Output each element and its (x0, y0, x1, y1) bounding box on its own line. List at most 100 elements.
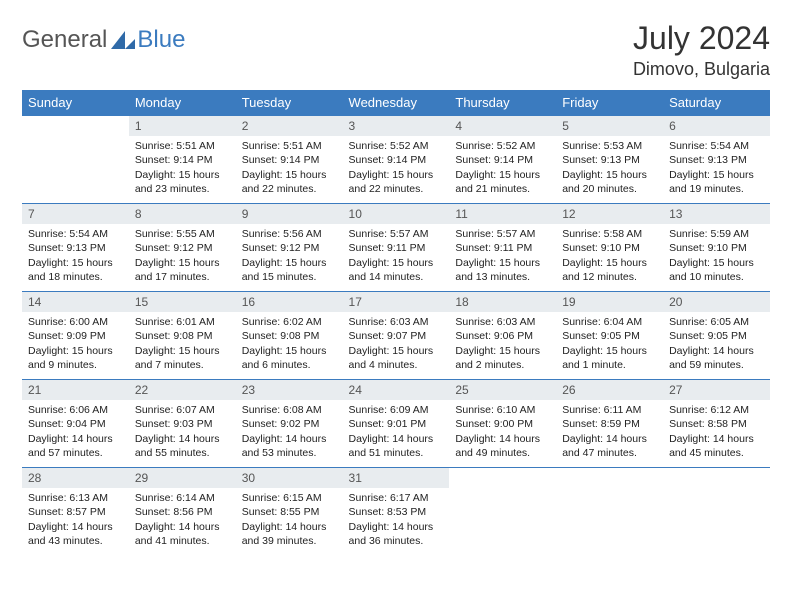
day-cell (556, 468, 663, 556)
brand-logo: General Blue (22, 20, 185, 54)
day-cell: 28Sunrise: 6:13 AMSunset: 8:57 PMDayligh… (22, 468, 129, 556)
daylight-text: Daylight: 15 hours and 22 minutes. (349, 168, 444, 196)
day-details: Sunrise: 6:03 AMSunset: 9:07 PMDaylight:… (343, 312, 450, 376)
day-number: 18 (449, 292, 556, 312)
day-cell: 19Sunrise: 6:04 AMSunset: 9:05 PMDayligh… (556, 292, 663, 380)
day-details: Sunrise: 5:55 AMSunset: 9:12 PMDaylight:… (129, 224, 236, 288)
sunrise-text: Sunrise: 6:07 AM (135, 403, 230, 417)
day-details: Sunrise: 5:52 AMSunset: 9:14 PMDaylight:… (343, 136, 450, 200)
day-number: 9 (236, 204, 343, 224)
sunrise-text: Sunrise: 6:12 AM (669, 403, 764, 417)
day-details: Sunrise: 5:57 AMSunset: 9:11 PMDaylight:… (343, 224, 450, 288)
day-cell: 17Sunrise: 6:03 AMSunset: 9:07 PMDayligh… (343, 292, 450, 380)
weekday-thursday: Thursday (449, 90, 556, 116)
day-details: Sunrise: 6:07 AMSunset: 9:03 PMDaylight:… (129, 400, 236, 464)
sunset-text: Sunset: 9:05 PM (562, 329, 657, 343)
sunset-text: Sunset: 8:55 PM (242, 505, 337, 519)
sunset-text: Sunset: 8:57 PM (28, 505, 123, 519)
day-cell: 7Sunrise: 5:54 AMSunset: 9:13 PMDaylight… (22, 204, 129, 292)
sunset-text: Sunset: 9:14 PM (135, 153, 230, 167)
day-cell: 9Sunrise: 5:56 AMSunset: 9:12 PMDaylight… (236, 204, 343, 292)
daylight-text: Daylight: 14 hours and 49 minutes. (455, 432, 550, 460)
day-number: 1 (129, 116, 236, 136)
sunset-text: Sunset: 9:02 PM (242, 417, 337, 431)
day-details: Sunrise: 6:15 AMSunset: 8:55 PMDaylight:… (236, 488, 343, 552)
sunrise-text: Sunrise: 6:10 AM (455, 403, 550, 417)
day-details: Sunrise: 6:10 AMSunset: 9:00 PMDaylight:… (449, 400, 556, 464)
sunset-text: Sunset: 9:12 PM (135, 241, 230, 255)
weekday-wednesday: Wednesday (343, 90, 450, 116)
day-details: Sunrise: 5:52 AMSunset: 9:14 PMDaylight:… (449, 136, 556, 200)
sunrise-text: Sunrise: 6:06 AM (28, 403, 123, 417)
daylight-text: Daylight: 15 hours and 10 minutes. (669, 256, 764, 284)
day-details: Sunrise: 6:05 AMSunset: 9:05 PMDaylight:… (663, 312, 770, 376)
daylight-text: Daylight: 15 hours and 14 minutes. (349, 256, 444, 284)
brand-triangle-icon (111, 31, 135, 49)
day-cell: 1Sunrise: 5:51 AMSunset: 9:14 PMDaylight… (129, 116, 236, 204)
sunrise-text: Sunrise: 5:53 AM (562, 139, 657, 153)
day-details: Sunrise: 6:01 AMSunset: 9:08 PMDaylight:… (129, 312, 236, 376)
day-cell: 2Sunrise: 5:51 AMSunset: 9:14 PMDaylight… (236, 116, 343, 204)
day-number: 24 (343, 380, 450, 400)
daylight-text: Daylight: 15 hours and 17 minutes. (135, 256, 230, 284)
daylight-text: Daylight: 14 hours and 45 minutes. (669, 432, 764, 460)
day-number: 6 (663, 116, 770, 136)
page-header: General Blue July 2024 Dimovo, Bulgaria (22, 20, 770, 80)
week-row: 1Sunrise: 5:51 AMSunset: 9:14 PMDaylight… (22, 116, 770, 204)
day-cell: 23Sunrise: 6:08 AMSunset: 9:02 PMDayligh… (236, 380, 343, 468)
day-cell: 12Sunrise: 5:58 AMSunset: 9:10 PMDayligh… (556, 204, 663, 292)
daylight-text: Daylight: 14 hours and 51 minutes. (349, 432, 444, 460)
day-cell: 26Sunrise: 6:11 AMSunset: 8:59 PMDayligh… (556, 380, 663, 468)
day-number: 8 (129, 204, 236, 224)
daylight-text: Daylight: 15 hours and 4 minutes. (349, 344, 444, 372)
sunset-text: Sunset: 9:07 PM (349, 329, 444, 343)
sunset-text: Sunset: 9:06 PM (455, 329, 550, 343)
sunrise-text: Sunrise: 6:01 AM (135, 315, 230, 329)
sunset-text: Sunset: 9:01 PM (349, 417, 444, 431)
sunrise-text: Sunrise: 6:04 AM (562, 315, 657, 329)
day-details: Sunrise: 5:54 AMSunset: 9:13 PMDaylight:… (663, 136, 770, 200)
day-number: 15 (129, 292, 236, 312)
sunrise-text: Sunrise: 5:57 AM (349, 227, 444, 241)
daylight-text: Daylight: 14 hours and 55 minutes. (135, 432, 230, 460)
day-cell: 21Sunrise: 6:06 AMSunset: 9:04 PMDayligh… (22, 380, 129, 468)
sunset-text: Sunset: 8:58 PM (669, 417, 764, 431)
sunset-text: Sunset: 9:13 PM (669, 153, 764, 167)
day-details: Sunrise: 6:03 AMSunset: 9:06 PMDaylight:… (449, 312, 556, 376)
brand-text-blue: Blue (137, 26, 185, 54)
day-details: Sunrise: 6:17 AMSunset: 8:53 PMDaylight:… (343, 488, 450, 552)
daylight-text: Daylight: 14 hours and 53 minutes. (242, 432, 337, 460)
day-number: 28 (22, 468, 129, 488)
sunrise-text: Sunrise: 5:52 AM (455, 139, 550, 153)
daylight-text: Daylight: 15 hours and 23 minutes. (135, 168, 230, 196)
sunset-text: Sunset: 9:11 PM (349, 241, 444, 255)
day-details: Sunrise: 6:14 AMSunset: 8:56 PMDaylight:… (129, 488, 236, 552)
day-cell: 18Sunrise: 6:03 AMSunset: 9:06 PMDayligh… (449, 292, 556, 380)
day-cell: 11Sunrise: 5:57 AMSunset: 9:11 PMDayligh… (449, 204, 556, 292)
daylight-text: Daylight: 15 hours and 2 minutes. (455, 344, 550, 372)
day-number: 31 (343, 468, 450, 488)
weekday-saturday: Saturday (663, 90, 770, 116)
day-details: Sunrise: 6:06 AMSunset: 9:04 PMDaylight:… (22, 400, 129, 464)
day-number: 16 (236, 292, 343, 312)
daylight-text: Daylight: 15 hours and 7 minutes. (135, 344, 230, 372)
day-number: 30 (236, 468, 343, 488)
day-cell: 3Sunrise: 5:52 AMSunset: 9:14 PMDaylight… (343, 116, 450, 204)
sunset-text: Sunset: 9:10 PM (562, 241, 657, 255)
sunset-text: Sunset: 9:09 PM (28, 329, 123, 343)
daylight-text: Daylight: 14 hours and 59 minutes. (669, 344, 764, 372)
day-cell: 14Sunrise: 6:00 AMSunset: 9:09 PMDayligh… (22, 292, 129, 380)
sunset-text: Sunset: 9:12 PM (242, 241, 337, 255)
sunrise-text: Sunrise: 6:02 AM (242, 315, 337, 329)
sunrise-text: Sunrise: 5:51 AM (242, 139, 337, 153)
day-details: Sunrise: 5:56 AMSunset: 9:12 PMDaylight:… (236, 224, 343, 288)
day-cell: 15Sunrise: 6:01 AMSunset: 9:08 PMDayligh… (129, 292, 236, 380)
sunset-text: Sunset: 9:00 PM (455, 417, 550, 431)
day-number: 12 (556, 204, 663, 224)
brand-text-general: General (22, 26, 107, 54)
day-details: Sunrise: 5:59 AMSunset: 9:10 PMDaylight:… (663, 224, 770, 288)
sunset-text: Sunset: 9:14 PM (242, 153, 337, 167)
sunrise-text: Sunrise: 6:11 AM (562, 403, 657, 417)
day-number: 13 (663, 204, 770, 224)
sunrise-text: Sunrise: 5:54 AM (28, 227, 123, 241)
